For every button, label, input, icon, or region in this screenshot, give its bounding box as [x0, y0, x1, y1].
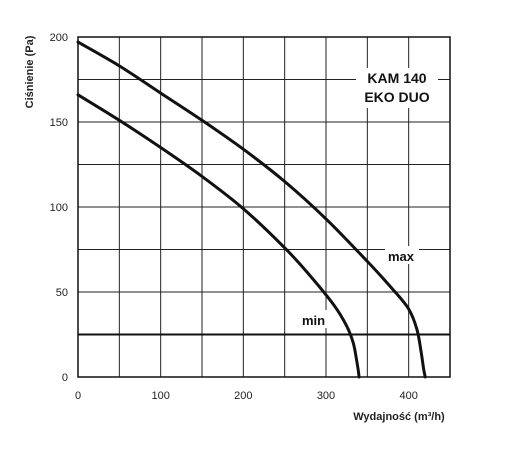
tick-labels: 0 100 200 300 400 0 50 100 150 200 [50, 32, 418, 402]
x-tick-label: 400 [399, 390, 417, 402]
y-tick-label: 150 [50, 117, 68, 129]
x-axis-title: Wydajność (m³/h) [353, 411, 445, 423]
series-line-min [76, 93, 361, 379]
series-label-min-group: min [299, 310, 331, 328]
x-tick-label: 300 [317, 390, 335, 402]
series-label-min-background [299, 310, 331, 328]
y-tick-label: 100 [50, 202, 68, 214]
x-tick-label: 0 [75, 390, 81, 402]
series-label-max: max [388, 249, 415, 264]
plot-border [77, 36, 451, 378]
model-label-box: KAM 140 EKO DUO [356, 68, 438, 108]
y-tick-label: 200 [50, 32, 68, 44]
series-line-max [76, 40, 427, 379]
series-label-max-background [385, 246, 419, 264]
model-label-line2: EKO DUO [364, 89, 429, 105]
model-label-line1: KAM 140 [367, 70, 426, 86]
plot-frame [77, 36, 451, 378]
x-tick-label: 100 [151, 390, 169, 402]
x-tick-label: 200 [234, 390, 252, 402]
series-lines [76, 40, 427, 379]
y-axis-title: Ciśnienie (Pa) [24, 35, 36, 108]
series-label-max-group: max [385, 246, 419, 264]
series-label-min: min [302, 313, 325, 328]
y-tick-label: 50 [56, 287, 68, 299]
model-label-background [356, 68, 438, 108]
y-tick-label: 0 [62, 372, 68, 384]
